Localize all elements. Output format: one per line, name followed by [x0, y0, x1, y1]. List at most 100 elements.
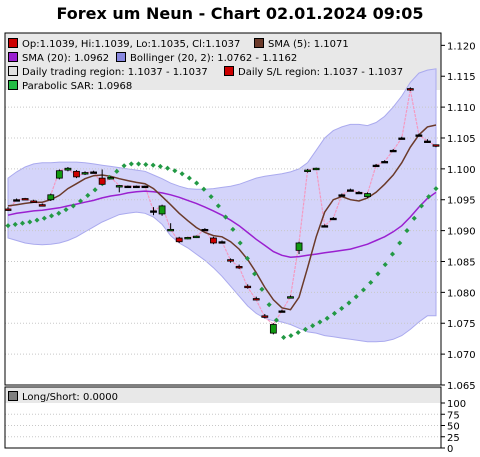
candle-body [115, 185, 123, 188]
candle-body [167, 228, 175, 232]
candle-body [150, 210, 157, 213]
legend-daily-sl: Daily S/L region: 1.1037 - 1.1037 [224, 66, 403, 78]
candle-body [55, 170, 63, 179]
y-tick-label: 1.110 [447, 103, 476, 114]
psar-dot [165, 165, 171, 171]
psar-dot [273, 317, 279, 323]
candle-body [98, 177, 106, 185]
psar-dot [85, 192, 91, 198]
candle-body [406, 88, 414, 91]
legend-sma20-text: SMA (20): 1.0962 [22, 53, 110, 64]
psar-dot [201, 186, 207, 192]
candle-body [192, 235, 200, 239]
psar-dot [281, 334, 287, 340]
candle-body [355, 191, 363, 195]
y-tick-label: 1.070 [447, 350, 476, 361]
psar-dot [288, 333, 294, 339]
candle-body [47, 194, 55, 201]
psar-dot [360, 287, 367, 293]
psar-dot [266, 302, 272, 308]
psar-dot [48, 213, 55, 219]
psar-dot [114, 168, 120, 174]
legend-sma5-text: SMA (5): 1.1071 [268, 39, 349, 50]
psar-dot [179, 171, 185, 177]
y-tick-label: 1.065 [447, 381, 476, 392]
psar-dot [230, 226, 236, 232]
psar-dot [208, 194, 214, 200]
candle-body [432, 144, 440, 147]
candle-body [235, 266, 243, 269]
lower-y-tick-label: 75 [447, 410, 460, 421]
candle-body [90, 171, 97, 174]
bollinger-band [7, 68, 437, 343]
candle-body [381, 161, 389, 164]
legend-daily-trading: Daily trading region: 1.1037 - 1.1037 [8, 66, 208, 78]
legend-swatch-daily-trading [8, 66, 18, 76]
psar-dot [143, 162, 149, 168]
y-tick-label: 1.075 [447, 319, 476, 330]
psar-dot [404, 228, 410, 234]
lower-frame [4, 386, 442, 449]
candle-body [124, 185, 132, 189]
long-short-text: Long/Short: 0.0000 [22, 392, 118, 403]
y-tick-label: 1.080 [447, 288, 476, 299]
y-tick-label: 1.090 [447, 227, 476, 238]
legend-bollinger: Bollinger (20, 2): 1.0762 - 1.1162 [116, 52, 297, 64]
legend-bollinger-text: Bollinger (20, 2): 1.0762 - 1.1162 [130, 53, 298, 64]
lower-legend-band [5, 387, 441, 403]
y-tick-label: 1.105 [447, 134, 476, 145]
y-tick-label: 1.095 [447, 196, 476, 207]
lower-y-tick-label: 0 [447, 444, 453, 455]
candle-body [21, 198, 29, 201]
legend-daily-sl-text: Daily S/L region: 1.1037 - 1.1037 [238, 67, 404, 78]
legend-ohlc: Op:1.1039, Hi:1.1039, Lo:1.1035, Cl:1.10… [8, 38, 240, 50]
psar-dot [194, 180, 200, 186]
psar-dot [295, 329, 301, 336]
candle-body [201, 228, 209, 232]
legend-sma20: SMA (20): 1.0962 [8, 52, 109, 64]
candle-body [295, 242, 303, 251]
psar-dot [244, 255, 250, 261]
candle-body [415, 134, 423, 137]
lower-y-tick-label: 50 [447, 422, 460, 433]
candle-body [81, 172, 89, 175]
psar-dot [186, 175, 192, 181]
psar-dot [19, 220, 26, 226]
candle-body [210, 237, 217, 244]
legend-band [5, 33, 441, 90]
psar-dot [70, 203, 76, 209]
legend-swatch-bollinger [116, 52, 126, 62]
long-short-label: Long/Short: 0.0000 [8, 391, 118, 403]
legend-psar-text: Parabolic SAR: 1.0968 [22, 81, 133, 92]
psar-dot [310, 323, 316, 329]
psar-dot [324, 315, 330, 321]
legend-ohlc-text: Op:1.1039, Hi:1.1039, Lo:1.1035, Cl:1.10… [22, 39, 241, 50]
y-tick-label: 1.120 [447, 41, 476, 52]
candle-body [4, 208, 12, 211]
psar-dot [78, 198, 84, 204]
plot-frame [4, 32, 442, 386]
psar-dot [259, 286, 265, 292]
candle-body [424, 140, 431, 143]
candle-body [141, 185, 149, 189]
psar-dot [128, 161, 134, 167]
lower-y-tick-label: 100 [447, 399, 466, 410]
psar-dot [237, 240, 243, 246]
legend-swatch-sma5 [254, 38, 264, 48]
legend-daily-trading-text: Daily trading region: 1.1037 - 1.1037 [22, 67, 208, 78]
candle-body [389, 149, 397, 153]
psar-dot [317, 319, 323, 325]
legend-swatch-daily-sl [224, 66, 234, 76]
y-tick-label: 1.085 [447, 257, 476, 268]
candle-body [158, 205, 166, 215]
legend-psar: Parabolic SAR: 1.0968 [8, 80, 132, 92]
psar-dot [331, 310, 337, 316]
candle-body [372, 164, 380, 168]
candle-body [269, 324, 277, 334]
psar-dot [223, 214, 229, 220]
candle-body [329, 217, 337, 221]
legend-swatch-ohlc [8, 38, 18, 48]
candle-body [175, 237, 183, 243]
psar-dot [339, 305, 345, 311]
psar-dot [389, 251, 396, 257]
